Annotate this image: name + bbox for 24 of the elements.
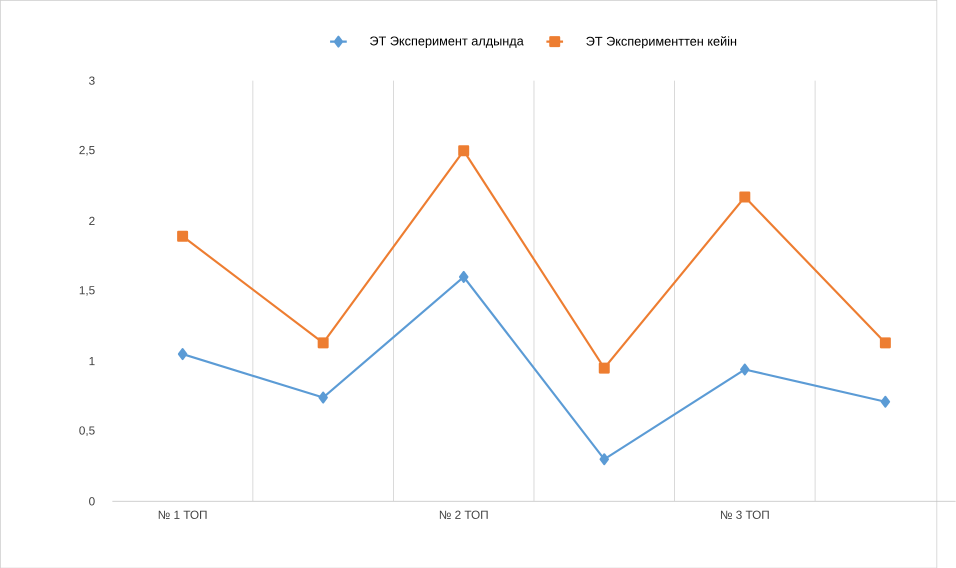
point (458, 270, 468, 283)
y-tick-label: 2,5 (79, 146, 95, 156)
point (600, 453, 610, 465)
y-tick-label: 1 (90, 356, 95, 365)
point (598, 362, 610, 374)
point (318, 337, 329, 348)
x-tick-label: № 2 ТОП (440, 510, 488, 519)
y-tick-label: 2 (89, 216, 95, 225)
y-tick-label: 3 (89, 76, 95, 85)
point (178, 348, 188, 360)
point (740, 363, 750, 376)
legend-label: ЭТ Эксперимент алдында (370, 36, 524, 48)
x-tick-label: № 3 ТОП (720, 510, 769, 519)
point (739, 191, 750, 202)
y-tick-label: 1,5 (80, 286, 95, 296)
y-tick-label: 0 (89, 496, 95, 506)
point (318, 391, 328, 404)
point (880, 396, 890, 408)
point (458, 145, 470, 156)
legend-label: ЭТ Эксперименттен кейін (586, 36, 736, 48)
point (177, 230, 188, 242)
point (880, 337, 891, 348)
y-tick-label: 0,5 (79, 426, 95, 436)
x-tick-label: № 1 ТОП (158, 510, 207, 519)
